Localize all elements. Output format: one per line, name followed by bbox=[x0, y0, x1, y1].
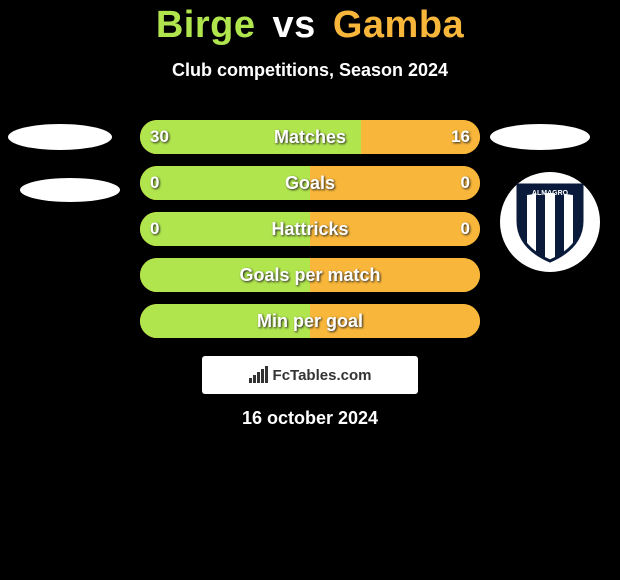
stat-label: Matches bbox=[140, 120, 480, 154]
stat-row: Goals per match bbox=[0, 258, 620, 292]
stat-value-right: 0 bbox=[461, 212, 470, 246]
stat-label: Goals per match bbox=[140, 258, 480, 292]
player1-name: Birge bbox=[156, 4, 256, 46]
comparison-card: Birge vs Gamba Club competitions, Season… bbox=[0, 0, 620, 580]
attribution-box: FcTables.com bbox=[202, 356, 418, 394]
stat-row: Matches30 16 bbox=[0, 120, 620, 154]
attribution-text: FcTables.com bbox=[273, 367, 372, 384]
stats-block: Matches3016Goals00Hattricks00Goals per m… bbox=[0, 120, 620, 350]
page-title: Birge vs Gamba bbox=[0, 4, 620, 47]
stat-value-left: 0 bbox=[150, 212, 159, 246]
stat-value-left: 0 bbox=[150, 166, 159, 200]
stat-value-right: 16 bbox=[451, 120, 470, 154]
stat-row: Hattricks0 0 bbox=[0, 212, 620, 246]
player2-name: Gamba bbox=[333, 4, 464, 46]
stat-row: Min per goal bbox=[0, 304, 620, 338]
date-text: 16 october 2024 bbox=[0, 408, 620, 429]
stat-row: Goals0 0 bbox=[0, 166, 620, 200]
stat-label: Goals bbox=[140, 166, 480, 200]
bars-icon bbox=[249, 367, 269, 383]
stat-value-left: 30 bbox=[150, 120, 169, 154]
subtitle: Club competitions, Season 2024 bbox=[0, 60, 620, 81]
stat-label: Min per goal bbox=[140, 304, 480, 338]
vs-separator: vs bbox=[267, 4, 322, 46]
stat-value-right: 0 bbox=[461, 166, 470, 200]
stat-label: Hattricks bbox=[140, 212, 480, 246]
